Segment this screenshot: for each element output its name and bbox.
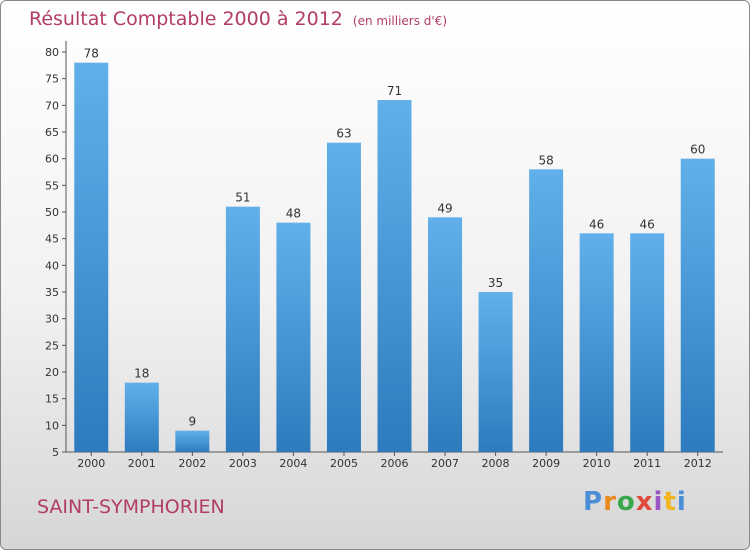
x-tick-label: 2000 — [77, 457, 105, 470]
x-tick-label: 2009 — [532, 457, 560, 470]
bar — [680, 158, 715, 452]
bar-value-label: 78 — [84, 47, 99, 61]
chart-title: Résultat Comptable 2000 à 2012 (en millie… — [29, 8, 447, 30]
x-tick-label: 2003 — [229, 457, 257, 470]
y-tick-label: 55 — [45, 179, 59, 192]
chart-title-text: Résultat Comptable 2000 à 2012 — [29, 8, 343, 30]
x-tick-label: 2007 — [431, 457, 459, 470]
logo-letter: t — [663, 487, 677, 517]
bar — [276, 222, 311, 452]
y-tick-label: 20 — [45, 366, 59, 379]
bar — [529, 169, 564, 453]
chart-unit: (en milliers d'€) — [352, 14, 448, 28]
bar-value-label: 51 — [235, 191, 250, 205]
y-tick-label: 45 — [45, 233, 59, 246]
y-tick-label: 15 — [45, 393, 59, 406]
y-tick-label: 25 — [45, 339, 59, 352]
chart-labels: 78 2000 18 2001 9 2002 51 2003 48 2004 63 2005 71 200… — [77, 47, 711, 470]
bar-value-label: 58 — [538, 153, 553, 167]
x-tick-label: 2002 — [178, 457, 206, 470]
bar — [428, 217, 463, 452]
x-tick-label: 2001 — [128, 457, 156, 470]
bar — [579, 233, 614, 452]
bar — [74, 62, 109, 453]
bar-value-label: 63 — [336, 127, 351, 141]
bar-value-label: 46 — [640, 217, 655, 231]
x-tick-label: 2012 — [684, 457, 712, 470]
y-tick-label: 5 — [52, 446, 59, 459]
x-tick-label: 2006 — [381, 457, 409, 470]
y-tick-label: 50 — [45, 206, 59, 219]
y-tick-label: 10 — [45, 419, 59, 432]
logo-letter: P — [583, 487, 604, 517]
x-tick-label: 2004 — [279, 457, 307, 470]
y-tick-label: 30 — [45, 313, 59, 326]
bar-value-label: 60 — [690, 143, 705, 157]
bar-value-label: 48 — [286, 207, 301, 221]
bar-value-label: 71 — [387, 84, 402, 98]
x-tick-label: 2010 — [583, 457, 611, 470]
bar-value-label: 9 — [189, 415, 197, 429]
bar — [225, 206, 260, 452]
logo-letter: x — [635, 487, 654, 517]
logo-letter: i — [653, 487, 664, 517]
x-tick-label: 2008 — [482, 457, 510, 470]
chart-bars — [74, 62, 715, 453]
bar-value-label: 46 — [589, 217, 604, 231]
y-tick-label: 60 — [45, 153, 59, 166]
bar — [630, 233, 665, 452]
logo-letter: o — [616, 487, 636, 517]
bar — [478, 292, 513, 452]
bar — [377, 100, 412, 452]
bar — [124, 382, 159, 452]
y-tick-label: 65 — [45, 126, 59, 139]
y-tick-label: 40 — [45, 259, 59, 272]
x-tick-label: 2011 — [633, 457, 661, 470]
place-name: SAINT-SYMPHORIEN — [37, 496, 225, 518]
bar-value-label: 18 — [134, 367, 149, 381]
bar-value-label: 49 — [437, 201, 452, 215]
logo-letter: r — [603, 487, 617, 517]
proxiti-logo: Proxiti — [583, 487, 687, 517]
y-tick-label: 80 — [45, 46, 59, 59]
y-tick-label: 70 — [45, 99, 59, 112]
x-tick-label: 2005 — [330, 457, 358, 470]
y-tick-label: 75 — [45, 73, 59, 86]
y-tick-label: 35 — [45, 286, 59, 299]
bar-value-label: 35 — [488, 276, 503, 290]
bar — [326, 142, 361, 452]
bar — [175, 430, 210, 452]
logo-letter: i — [676, 487, 687, 517]
